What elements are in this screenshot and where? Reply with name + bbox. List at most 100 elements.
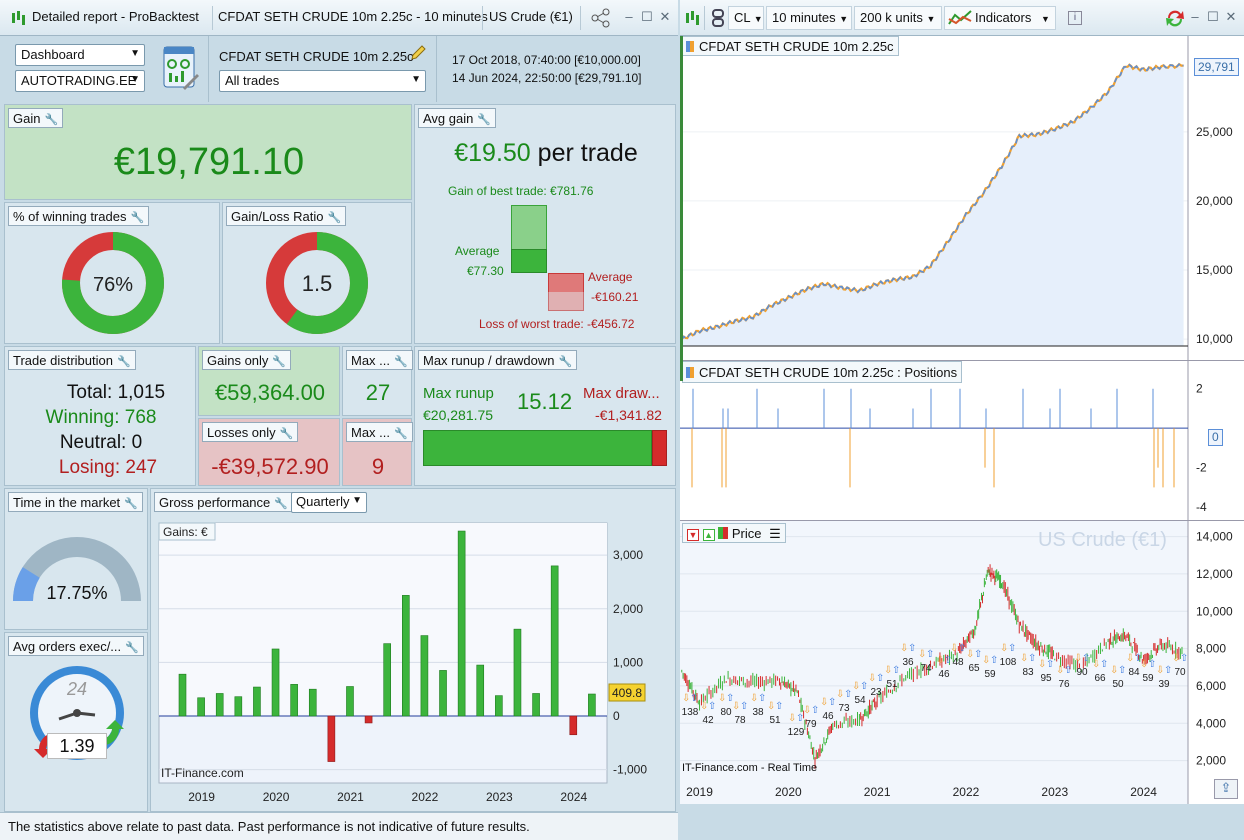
clock-number: 24 xyxy=(66,679,87,699)
trade-count-label: 74 xyxy=(920,663,932,674)
separator xyxy=(212,6,213,30)
equity-chart: 10,000 15,000 20,000 25,000 xyxy=(680,36,1233,361)
close-icon[interactable]: ✕ xyxy=(1225,9,1237,24)
losses-only-label: Losses only xyxy=(207,425,276,440)
indicators-button[interactable]: Indicators ▼ xyxy=(944,6,1056,30)
trade-count-label: 138 xyxy=(682,707,699,718)
wrench-icon[interactable]: 🔧 xyxy=(124,498,138,510)
price-footer: IT-Finance.com - Real Time xyxy=(682,762,818,774)
chevron-down-icon: ▼ xyxy=(130,74,140,85)
max-wins-panel: Max ... 🔧 27 xyxy=(342,346,413,416)
long-entry-arrow: ⇧ xyxy=(1082,653,1090,664)
x-tick-label: 2021 xyxy=(864,785,891,799)
link-icon[interactable] xyxy=(710,9,726,27)
maximize-icon[interactable]: ☐ xyxy=(1207,9,1219,24)
wrench-icon[interactable]: 🔧 xyxy=(394,356,408,368)
wrench-icon[interactable]: 🔧 xyxy=(125,642,139,654)
positions-title-text: CFDAT SETH CRUDE 10m 2.25c : Positions xyxy=(699,365,958,380)
trades-select-value: All trades xyxy=(225,73,280,88)
gross-bar xyxy=(495,695,503,717)
short-entry-arrow: ⇩ xyxy=(1140,659,1148,670)
trade-count-label: 46 xyxy=(822,711,834,722)
short-arrow-icon[interactable]: ▼ xyxy=(687,529,699,541)
trade-count-label: 65 xyxy=(968,663,980,674)
short-entry-arrow: ⇩ xyxy=(884,665,892,676)
chevron-down-icon: ▼ xyxy=(926,14,936,24)
wrench-icon[interactable]: 🔧 xyxy=(327,212,342,224)
wrench-icon[interactable]: 🔧 xyxy=(116,356,131,368)
long-arrow-icon[interactable]: ▲ xyxy=(702,529,715,541)
account-select[interactable]: AUTOTRADING.EE ▼ xyxy=(15,70,145,92)
runup-ratio: 15.12 xyxy=(517,389,573,414)
trade-count-label: 108 xyxy=(1000,657,1017,668)
long-entry-arrow: ⇧ xyxy=(844,689,852,700)
wrench-icon[interactable]: 🔧 xyxy=(272,356,287,368)
gain-panel: Gain 🔧 €19,791.10 xyxy=(4,104,412,200)
y-tick-label: -4 xyxy=(1196,500,1207,514)
y-tick-label: 8,000 xyxy=(1196,642,1226,656)
wrench-icon[interactable]: 🔧 xyxy=(477,114,492,126)
chevron-down-icon: ▼ xyxy=(1041,14,1050,24)
report-icon[interactable] xyxy=(163,46,199,92)
wrench-icon[interactable]: 🔧 xyxy=(279,428,294,440)
info-icon[interactable]: i xyxy=(1068,11,1082,25)
trade-count-label: 48 xyxy=(952,657,964,668)
close-icon[interactable]: ✕ xyxy=(659,9,671,24)
worst-trade-bar xyxy=(548,273,584,311)
equity-last-value: 29,791 xyxy=(1194,58,1239,76)
minimize-icon[interactable]: – xyxy=(1191,9,1199,24)
gross-bar xyxy=(439,670,447,717)
time-in-market-label: Time in the market xyxy=(13,495,121,510)
period-select[interactable]: Quarterly ▼ xyxy=(291,492,367,513)
list-icon[interactable]: ☰ xyxy=(769,526,781,541)
y-tick-label: 2,000 xyxy=(1196,754,1226,768)
gain-label: Gain xyxy=(13,111,41,126)
y-tick-label: 2,000 xyxy=(613,602,643,616)
gross-performance-panel: Gross performance 🔧 Quarterly ▼ -1,000 0 1,0… xyxy=(150,488,676,812)
trade-count-label: 36 xyxy=(902,657,914,668)
max-drawdown-label: Max draw... xyxy=(583,385,660,402)
price-chart: 2,0004,0006,0008,00010,00012,00014,000⇧⇩… xyxy=(680,521,1233,804)
short-entry-arrow: ⇩ xyxy=(852,681,860,692)
price-tag-label: Price xyxy=(731,526,762,541)
share-icon[interactable] xyxy=(590,8,612,28)
max-wins-tag: Max ... 🔧 xyxy=(346,350,413,370)
symbol-value: CL xyxy=(734,10,751,25)
minimize-icon[interactable]: – xyxy=(625,9,633,24)
trade-count-label: 76 xyxy=(1058,679,1070,690)
positions-chart-pane: 2 -2 -4 CFDAT SETH CRUDE 10m 2.25c : Posit… xyxy=(680,361,1244,521)
wrench-icon[interactable]: 🔧 xyxy=(394,428,408,440)
trade-distribution-tag: Trade distribution 🔧 xyxy=(8,350,136,370)
view-select[interactable]: Dashboard ▼ xyxy=(15,44,145,66)
chevron-down-icon: ▼ xyxy=(839,14,849,24)
gross-bar xyxy=(588,693,596,717)
end-date-capital: 14 Jun 2024, 22:50:00 [€29,791.10] xyxy=(452,71,642,85)
equity-area xyxy=(682,64,1184,346)
gross-bar xyxy=(402,595,410,717)
edit-pencil-icon[interactable] xyxy=(409,44,427,62)
gross-bar xyxy=(197,697,205,717)
long-entry-arrow: ⇧ xyxy=(828,697,836,708)
refresh-icon[interactable] xyxy=(1164,7,1186,29)
x-tick-label: 2019 xyxy=(686,785,713,799)
wrench-icon[interactable]: 🔧 xyxy=(558,356,573,368)
x-tick-label: 2024 xyxy=(560,790,587,804)
units-select[interactable]: 200 k units ▼ xyxy=(854,6,942,30)
price-candle-icon xyxy=(718,527,729,539)
trades-select[interactable]: All trades ▼ xyxy=(219,70,426,92)
candlestick-icon[interactable] xyxy=(684,10,700,26)
wrench-icon[interactable]: 🔧 xyxy=(44,114,59,126)
avg-orders-label: Avg orders exec/... xyxy=(13,639,122,654)
gain-tag: Gain 🔧 xyxy=(8,108,64,128)
gross-bar xyxy=(364,715,373,724)
wrench-icon[interactable]: 🔧 xyxy=(130,212,145,224)
trade-count-label: 95 xyxy=(1040,673,1052,684)
share-export-icon[interactable]: ⇪ xyxy=(1214,779,1238,799)
max-losses-tag: Max ... 🔧 xyxy=(346,422,413,442)
timeframe-select[interactable]: 10 minutes ▼ xyxy=(766,6,852,30)
wrench-icon[interactable]: 🔧 xyxy=(274,498,288,510)
symbol-select[interactable]: CL ▼ xyxy=(728,6,764,30)
gains-only-value: €59,364.00 xyxy=(214,380,326,405)
maximize-icon[interactable]: ☐ xyxy=(641,9,653,24)
avg-orders-tag: Avg orders exec/... 🔧 xyxy=(8,636,144,656)
